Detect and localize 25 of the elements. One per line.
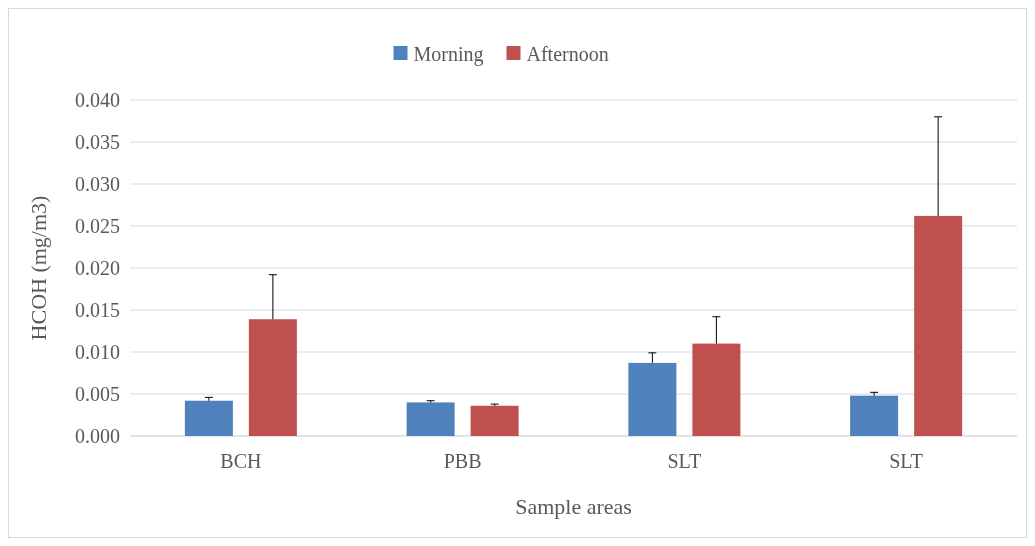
bar bbox=[914, 215, 963, 436]
y-tick-label: 0.040 bbox=[75, 89, 120, 111]
y-tick-label: 0.020 bbox=[75, 257, 120, 279]
y-tick-label: 0.030 bbox=[75, 173, 120, 195]
bar bbox=[184, 400, 233, 436]
bar bbox=[850, 395, 899, 436]
x-tick-label: SLT bbox=[889, 450, 923, 472]
x-axis-title: Sample areas bbox=[515, 494, 632, 519]
legend-label: Afternoon bbox=[526, 43, 609, 65]
x-tick-label: SLT bbox=[667, 450, 702, 472]
y-axis-title: HCOH (mg/m3) bbox=[26, 195, 51, 341]
legend-label: Morning bbox=[413, 43, 484, 66]
y-tick-label: 0.010 bbox=[75, 341, 120, 363]
y-tick-label: 0.000 bbox=[75, 425, 120, 447]
y-tick-label: 0.035 bbox=[75, 131, 120, 153]
bar bbox=[470, 405, 519, 436]
bar bbox=[406, 402, 455, 436]
bar bbox=[628, 362, 677, 436]
bar bbox=[248, 319, 297, 436]
bar bbox=[692, 343, 741, 436]
x-tick-label: PBB bbox=[443, 450, 482, 472]
y-tick-label: 0.005 bbox=[75, 383, 120, 405]
x-tick-label: BCH bbox=[220, 450, 262, 472]
y-tick-label: 0.025 bbox=[75, 215, 120, 237]
y-tick-label: 0.015 bbox=[75, 299, 120, 321]
